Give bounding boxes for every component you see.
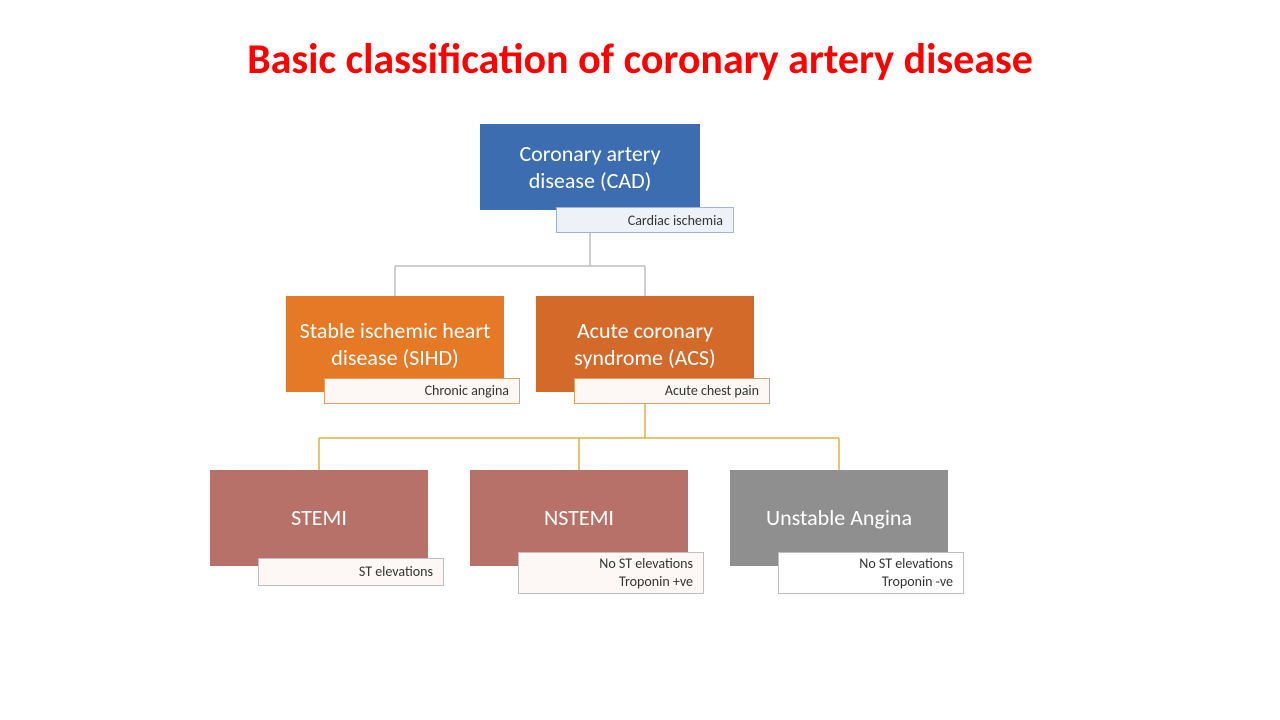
sublabel-stemi: ST elevations [258, 558, 444, 586]
node-label: Stable ischemic heart disease (SIHD) [296, 317, 494, 372]
sublabel-line2: Troponin +ve [619, 573, 693, 591]
sublabel-text: Cardiac ischemia [628, 212, 723, 229]
sublabel-unstable-angina: No ST elevations Troponin -ve [778, 552, 964, 594]
sublabel-text: Acute chest pain [665, 382, 759, 400]
node-label: Acute coronary syndrome (ACS) [546, 317, 744, 372]
sublabel-sihd: Chronic angina [324, 378, 520, 404]
sublabel-line2: Troponin -ve [882, 573, 953, 591]
sublabel-acs: Acute chest pain [574, 378, 770, 404]
node-stemi: STEMI [210, 470, 428, 566]
sublabel-line1: No ST elevations [859, 555, 953, 573]
node-label: NSTEMI [544, 504, 614, 532]
sublabel-text: ST elevations [359, 563, 433, 581]
sublabel-nstemi: No ST elevations Troponin +ve [518, 552, 704, 594]
page-title: Basic classification of coronary artery … [0, 34, 1280, 85]
node-label: STEMI [291, 504, 347, 532]
sublabel-cad: Cardiac ischemia [556, 207, 734, 233]
node-cad: Coronary artery disease (CAD) [480, 124, 700, 210]
node-label: Coronary artery disease (CAD) [490, 140, 690, 195]
sublabel-text: Chronic angina [425, 382, 509, 400]
sublabel-line1: No ST elevations [599, 555, 693, 573]
node-label: Unstable Angina [766, 504, 912, 532]
